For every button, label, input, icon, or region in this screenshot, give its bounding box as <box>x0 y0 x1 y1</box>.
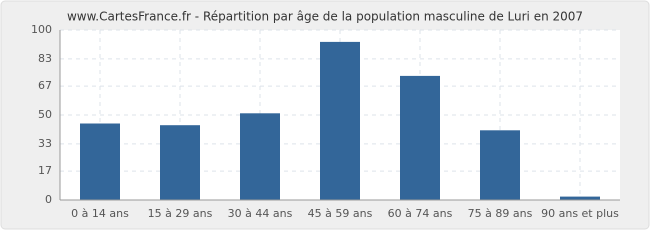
x-tick-label: 0 à 14 ans <box>71 207 129 220</box>
y-tick-label: 0 <box>45 193 52 206</box>
bar <box>80 123 120 200</box>
x-tick-label: 60 à 74 ans <box>388 207 453 220</box>
y-tick-label: 33 <box>38 137 52 150</box>
x-tick-label: 30 à 44 ans <box>228 207 293 220</box>
bar <box>240 113 280 200</box>
page: www.CartesFrance.fr - Répartition par âg… <box>0 0 650 230</box>
y-tick-label: 17 <box>38 164 52 177</box>
y-tick-label: 83 <box>38 52 52 65</box>
y-tick-label: 50 <box>38 108 52 121</box>
bar <box>160 125 200 200</box>
chart: www.CartesFrance.fr - Répartition par âg… <box>0 0 650 230</box>
bar <box>320 41 360 201</box>
x-tick-label: 75 à 89 ans <box>468 207 533 220</box>
bar <box>560 196 600 200</box>
y-tick-label: 67 <box>38 79 52 92</box>
x-tick-label: 45 à 59 ans <box>308 207 373 220</box>
x-tick-label: 90 ans et plus <box>541 207 619 220</box>
bar <box>400 75 440 200</box>
chart-title: www.CartesFrance.fr - Répartition par âg… <box>67 10 583 24</box>
bar <box>480 130 520 200</box>
x-tick-label: 15 à 29 ans <box>148 207 213 220</box>
y-tick-label: 100 <box>31 23 52 36</box>
